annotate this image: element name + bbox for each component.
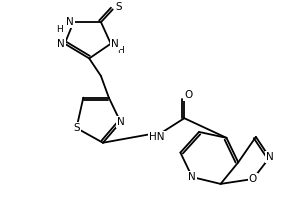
Text: N: N xyxy=(117,117,124,127)
Text: N: N xyxy=(111,39,119,49)
Text: HN: HN xyxy=(149,132,165,142)
Text: H: H xyxy=(117,46,124,55)
Text: S: S xyxy=(115,2,122,12)
Text: N: N xyxy=(57,39,65,49)
Text: S: S xyxy=(73,123,80,133)
Text: N: N xyxy=(266,152,274,162)
Text: N: N xyxy=(188,172,196,182)
Text: O: O xyxy=(249,174,257,184)
Text: H: H xyxy=(56,25,63,34)
Text: O: O xyxy=(184,90,192,100)
Text: N: N xyxy=(66,17,74,27)
